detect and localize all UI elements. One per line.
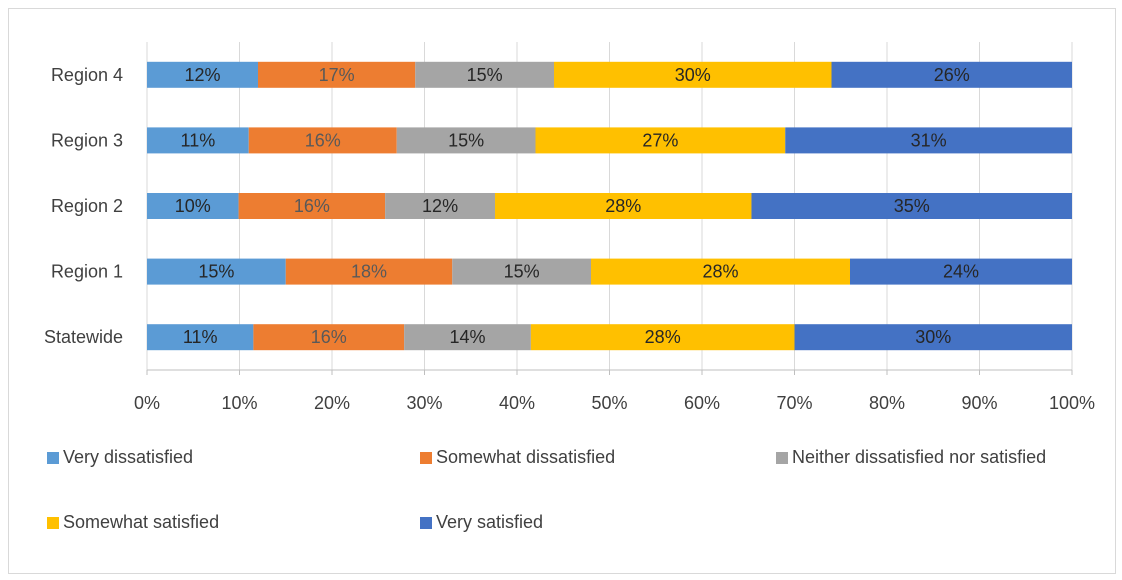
bar-segment <box>258 61 416 88</box>
category-label: Region 4 <box>51 65 123 85</box>
data-label: 26% <box>934 65 970 85</box>
data-label: 15% <box>467 65 503 85</box>
data-label: 12% <box>184 65 220 85</box>
bar-segment <box>396 127 536 154</box>
data-label: 17% <box>319 65 355 85</box>
bar-segment <box>248 127 397 154</box>
bar-segment <box>147 127 249 154</box>
bar-segment <box>831 61 1072 88</box>
x-tick-label: 10% <box>221 393 257 413</box>
chart-frame <box>8 8 1116 574</box>
x-tick-label: 80% <box>869 393 905 413</box>
bar-segment <box>147 193 239 219</box>
x-tick-label: 100% <box>1049 393 1095 413</box>
bar-segment <box>415 61 554 88</box>
data-label: 15% <box>504 262 540 282</box>
bar-segment <box>385 193 496 219</box>
data-label: 28% <box>605 196 641 216</box>
data-label: 30% <box>675 65 711 85</box>
category-label: Region 1 <box>51 262 123 282</box>
x-tick-label: 30% <box>406 393 442 413</box>
bar-segment <box>452 258 591 285</box>
bar-segment <box>591 258 850 285</box>
x-tick-label: 50% <box>591 393 627 413</box>
data-label: 10% <box>175 196 211 216</box>
data-label: 24% <box>943 262 979 282</box>
bar-segment <box>530 324 795 351</box>
data-label: 14% <box>449 327 485 347</box>
bar-segment <box>147 324 254 351</box>
data-label: 35% <box>894 196 930 216</box>
data-label: 16% <box>294 196 330 216</box>
data-label: 16% <box>305 130 341 150</box>
bar-segment <box>495 193 752 219</box>
bar-segment <box>147 61 258 88</box>
data-label: 28% <box>645 327 681 347</box>
x-tick-label: 60% <box>684 393 720 413</box>
data-label: 30% <box>915 327 951 347</box>
data-label: 18% <box>351 262 387 282</box>
data-label: 16% <box>311 327 347 347</box>
category-label: Region 3 <box>51 130 123 150</box>
data-label: 28% <box>702 262 738 282</box>
bar-segment <box>850 258 1072 285</box>
data-label: 15% <box>448 130 484 150</box>
category-label: Region 2 <box>51 196 123 216</box>
x-tick-label: 20% <box>314 393 350 413</box>
x-tick-label: 90% <box>961 393 997 413</box>
data-label: 27% <box>642 130 678 150</box>
bar-segment <box>147 258 286 285</box>
bar-segment <box>285 258 453 285</box>
category-label: Statewide <box>44 327 123 347</box>
x-tick-label: 70% <box>776 393 812 413</box>
bar-segment <box>253 324 405 351</box>
bar-segment <box>794 324 1072 351</box>
bar-segment <box>404 324 531 351</box>
bar-segment <box>751 193 1072 219</box>
bar-segment <box>785 127 1072 154</box>
data-label: 15% <box>198 262 234 282</box>
x-tick-label: 40% <box>499 393 535 413</box>
data-label: 11% <box>181 130 216 150</box>
bar-segment <box>554 61 832 88</box>
x-tick-label: 0% <box>134 393 160 413</box>
bar-segment <box>238 193 386 219</box>
data-label: 11% <box>183 327 218 347</box>
data-label: 12% <box>422 196 458 216</box>
data-label: 31% <box>911 130 947 150</box>
bar-segment <box>535 127 786 154</box>
